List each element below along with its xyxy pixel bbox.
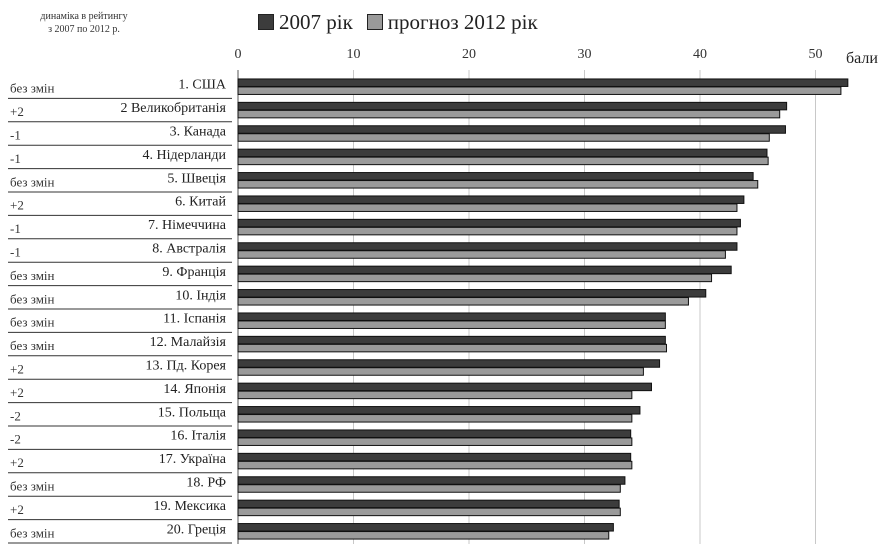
category-label: 9. Франція bbox=[162, 265, 226, 280]
legend-swatch-2007 bbox=[258, 14, 274, 30]
ranking-change-label: без змін bbox=[10, 291, 55, 306]
category-label: 5. Швеція bbox=[167, 171, 226, 186]
ranking-change-label: без змін bbox=[10, 81, 55, 96]
bar-2012-forecast bbox=[237, 320, 666, 329]
ranking-change-label: +2 bbox=[10, 502, 24, 517]
category-label: 10. Індія bbox=[175, 288, 226, 303]
ranking-change-label: -1 bbox=[10, 221, 21, 236]
category-label: 19. Мексика bbox=[154, 499, 227, 514]
bar-2007 bbox=[237, 312, 666, 321]
bar-2007 bbox=[237, 335, 666, 345]
bar-2012-forecast bbox=[237, 273, 713, 283]
bar-2007 bbox=[237, 429, 632, 438]
category-label: 1. США bbox=[178, 78, 226, 93]
ranking-change-label: +2 bbox=[10, 104, 24, 119]
bar-2012-forecast bbox=[237, 367, 644, 376]
bar-2007 bbox=[237, 476, 626, 485]
ranking-change-label: -2 bbox=[10, 408, 21, 423]
ranking-change-note-line2: з 2007 по 2012 р. bbox=[48, 24, 120, 35]
bar-2007 bbox=[237, 265, 732, 275]
bar-2007 bbox=[237, 78, 849, 87]
bar-2012-forecast bbox=[237, 226, 738, 236]
ranking-change-label: без змін bbox=[10, 174, 55, 189]
ranking-change-label: без змін bbox=[10, 315, 55, 330]
bar-2012-forecast bbox=[237, 86, 842, 95]
category-label: 2 Великобританія bbox=[120, 101, 226, 116]
bar-2012-forecast bbox=[237, 203, 738, 212]
legend-label-2012: прогноз 2012 рік bbox=[387, 9, 538, 34]
chart-legend: 2007 рік прогноз 2012 рік bbox=[258, 8, 552, 36]
ranking-change-label: без змін bbox=[10, 338, 55, 353]
bar-2007 bbox=[237, 172, 754, 181]
bar-2007 bbox=[237, 125, 786, 134]
ranking-change-label: -1 bbox=[10, 245, 21, 260]
bar-2007 bbox=[237, 382, 652, 392]
bar-2012-forecast bbox=[237, 460, 633, 470]
category-label: 4. Нідерланди bbox=[143, 148, 227, 163]
bar-2012-forecast bbox=[237, 414, 633, 423]
bar-2012-forecast bbox=[237, 180, 759, 189]
bar-2012-forecast bbox=[237, 250, 726, 259]
ranking-change-label: +2 bbox=[10, 362, 24, 377]
ranking-change-label: +2 bbox=[10, 455, 24, 470]
bar-2007 bbox=[237, 242, 738, 251]
category-label: 18. РФ bbox=[186, 476, 226, 491]
x-tick-label-20: 20 bbox=[462, 47, 476, 62]
category-label: 14. Японія bbox=[163, 382, 226, 397]
category-label: 13. Пд. Корея bbox=[145, 359, 226, 374]
bar-2012-forecast bbox=[237, 390, 633, 400]
bar-2007 bbox=[237, 406, 641, 415]
category-label: 6. Китай bbox=[175, 195, 226, 210]
ranking-change-label: -1 bbox=[10, 151, 21, 166]
bar-2007 bbox=[237, 101, 788, 111]
bar-2007 bbox=[237, 195, 745, 204]
ranking-change-label: без змін bbox=[10, 479, 55, 494]
ranking-change-label: -1 bbox=[10, 128, 21, 143]
bar-2007 bbox=[237, 523, 614, 532]
x-axis-unit-label: бали bbox=[846, 50, 878, 67]
legend-item-2012: прогноз 2012 рік bbox=[366, 9, 538, 35]
bar-2012-forecast bbox=[237, 133, 770, 142]
ranking-change-note-line1: динаміка в рейтингу bbox=[40, 11, 128, 22]
category-label: 3. Канада bbox=[170, 125, 227, 140]
ranking-change-label: +2 bbox=[10, 198, 24, 213]
bar-2012-forecast bbox=[237, 109, 781, 119]
ranking-change-label: без змін bbox=[10, 268, 55, 283]
x-tick-label-40: 40 bbox=[693, 47, 707, 62]
category-label: 11. Іспанія bbox=[163, 312, 226, 327]
x-tick-label-50: 50 bbox=[809, 47, 823, 62]
ranking-change-label: -2 bbox=[10, 432, 21, 447]
bar-2012-forecast bbox=[237, 507, 621, 517]
category-label: 7. Німеччина bbox=[148, 218, 227, 233]
ranking-change-note: динаміка в рейтингу з 2007 по 2012 р. bbox=[14, 10, 154, 36]
legend-item-2007: 2007 рік bbox=[258, 10, 353, 35]
category-label: 12. Малайзія bbox=[150, 335, 227, 350]
category-label: 20. Греція bbox=[167, 522, 227, 537]
x-tick-label-10: 10 bbox=[347, 47, 361, 62]
category-label: 17. Україна bbox=[159, 452, 227, 467]
bar-2007 bbox=[237, 218, 741, 228]
category-label: 16. Італія bbox=[170, 429, 226, 444]
legend-label-2007: 2007 рік bbox=[279, 9, 353, 34]
x-tick-label-0: 0 bbox=[235, 47, 242, 62]
ranking-change-label: +2 bbox=[10, 385, 24, 400]
bar-2012-forecast bbox=[237, 156, 769, 166]
legend-swatch-2012 bbox=[366, 14, 383, 30]
bar-2007 bbox=[237, 289, 707, 298]
category-label: 15. Польща bbox=[158, 405, 227, 420]
bar-2012-forecast bbox=[237, 343, 668, 353]
bar-2007 bbox=[237, 499, 620, 509]
bar-2007 bbox=[237, 452, 632, 462]
bar-2012-forecast bbox=[237, 437, 633, 446]
bar-2007 bbox=[237, 359, 661, 368]
bar-2012-forecast bbox=[237, 484, 621, 493]
ranking-change-label: без змін bbox=[10, 525, 55, 540]
x-tick-label-30: 30 bbox=[578, 47, 592, 62]
category-label: 8. Австралія bbox=[152, 242, 226, 257]
bar-2012-forecast bbox=[237, 531, 610, 540]
bar-2012-forecast bbox=[237, 297, 689, 306]
bar-2007 bbox=[237, 148, 768, 158]
